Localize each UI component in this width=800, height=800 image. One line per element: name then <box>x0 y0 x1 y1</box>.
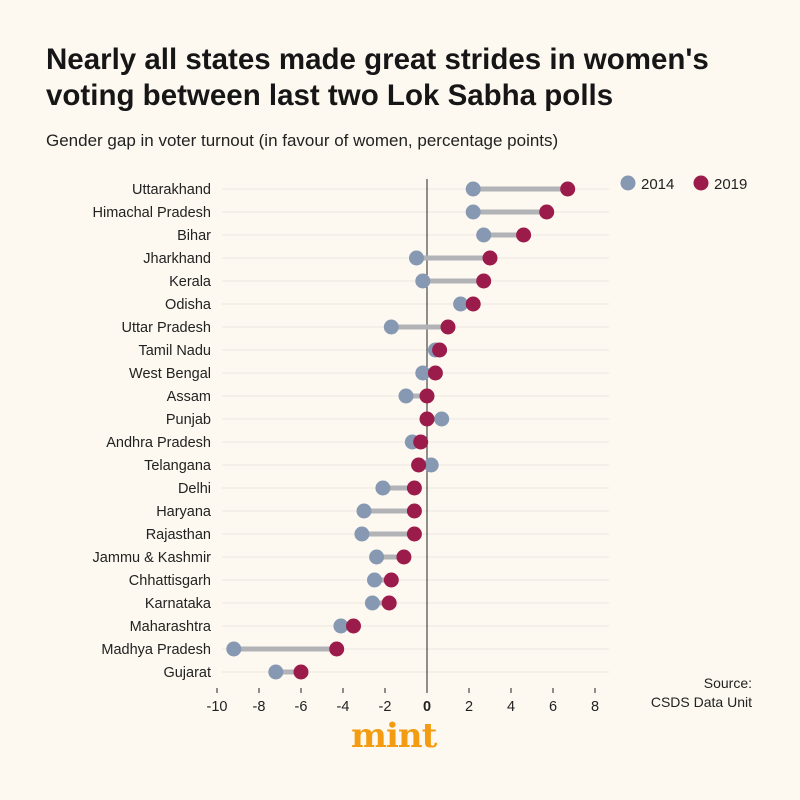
category-label: Assam <box>167 389 211 405</box>
dot-2014 <box>415 273 431 289</box>
x-tick-label: -10 <box>207 699 228 715</box>
category-label: Odisha <box>165 297 212 313</box>
dot-2019 <box>346 618 361 634</box>
dot-2014 <box>453 296 469 312</box>
dot-2019 <box>539 204 555 220</box>
category-label: Telangana <box>144 458 212 474</box>
dot-2019 <box>406 480 422 496</box>
x-tick-label: 8 <box>591 699 599 715</box>
dot-2019 <box>560 181 576 197</box>
connectors <box>233 186 568 675</box>
source-note: Source: CSDS Data Unit <box>651 674 752 712</box>
dot-2014 <box>415 365 431 381</box>
dot-2019 <box>419 388 435 404</box>
dot-2014 <box>364 595 380 611</box>
dot-2014 <box>354 526 370 542</box>
dot-2014 <box>369 549 385 565</box>
category-label: Madhya Pradesh <box>101 642 211 658</box>
dot-2019 <box>329 641 345 657</box>
x-tick-label: -2 <box>379 699 392 715</box>
source-label: Source: <box>703 675 752 691</box>
category-label: Jammu & Kashmir <box>93 550 212 566</box>
category-label: Kerala <box>169 274 212 290</box>
category-label: Bihar <box>177 228 211 244</box>
series-2014-dots <box>226 181 492 680</box>
dot-2019 <box>427 365 443 381</box>
category-label: Andhra Pradesh <box>106 435 211 451</box>
source-name: CSDS Data Unit <box>650 694 752 710</box>
category-label: Maharashtra <box>130 619 212 635</box>
dot-2014 <box>476 227 492 243</box>
category-label: Delhi <box>178 481 211 497</box>
dot-2019 <box>465 296 481 312</box>
dot-2019 <box>383 572 399 588</box>
category-label: Haryana <box>156 504 212 520</box>
legend-dot-2014 <box>620 175 636 191</box>
dot-2014 <box>268 664 284 680</box>
row-labels: Uttarakhand Himachal Pradesh Bihar Jharkhan… <box>93 182 212 681</box>
x-tick-label: 4 <box>507 699 515 715</box>
dot-2019 <box>406 526 422 542</box>
category-label: Rajasthan <box>146 527 211 543</box>
x-tick-label: -6 <box>295 699 308 715</box>
dot-2014 <box>356 503 372 519</box>
dot-2019 <box>396 549 412 565</box>
dot-2014 <box>465 204 481 220</box>
x-tick-label: 6 <box>549 699 557 715</box>
dot-2014 <box>465 181 481 197</box>
category-label: Chhattisgarh <box>129 573 211 589</box>
dot-2019 <box>432 342 448 358</box>
dot-2019 <box>419 411 435 427</box>
category-label: West Bengal <box>129 366 211 382</box>
legend-label-2019: 2019 <box>714 176 747 193</box>
chart-subtitle: Gender gap in voter turnout (in favour o… <box>46 131 559 150</box>
dot-2014 <box>423 457 439 473</box>
mint-logo: mint <box>351 716 437 756</box>
chart-title: Nearly all states made great strides in … <box>46 43 709 112</box>
dot-2019 <box>411 457 427 473</box>
dot-2014 <box>434 411 450 427</box>
category-label: Karnataka <box>145 596 212 612</box>
dot-2014 <box>226 641 242 657</box>
category-label: Gujarat <box>163 665 211 681</box>
category-label: Tamil Nadu <box>138 343 211 359</box>
dot-2014 <box>383 319 399 335</box>
x-tick-label: -4 <box>337 699 350 715</box>
category-label: Uttar Pradesh <box>122 320 211 336</box>
dot-2014 <box>367 572 382 588</box>
x-tick-label: -8 <box>253 699 266 715</box>
dot-2014 <box>333 618 349 634</box>
x-tick-label: 0 <box>423 699 431 715</box>
x-tick-labels: -10 -8 -6 -4 -2 0 2 4 6 8 <box>207 688 599 715</box>
dot-2019 <box>406 503 422 519</box>
dot-2014 <box>409 250 424 266</box>
legend: 2014 2019 <box>620 175 747 193</box>
dot-2019 <box>381 595 397 611</box>
dot-2019 <box>482 250 498 266</box>
category-label: Punjab <box>166 412 211 428</box>
category-label: Uttarakhand <box>132 182 211 198</box>
x-tick-label: 2 <box>465 699 473 715</box>
dot-2019 <box>413 434 429 450</box>
category-label: Jharkhand <box>143 251 211 267</box>
dot-2019 <box>516 227 532 243</box>
dot-2019 <box>293 664 309 680</box>
legend-dot-2019 <box>693 175 709 191</box>
category-label: Himachal Pradesh <box>93 205 211 221</box>
dot-2014 <box>398 388 414 404</box>
dot-2014 <box>375 480 391 496</box>
dot-2019 <box>440 319 456 335</box>
series-2019-dots <box>293 181 576 680</box>
dot-2019 <box>476 273 492 289</box>
legend-label-2014: 2014 <box>641 176 674 193</box>
